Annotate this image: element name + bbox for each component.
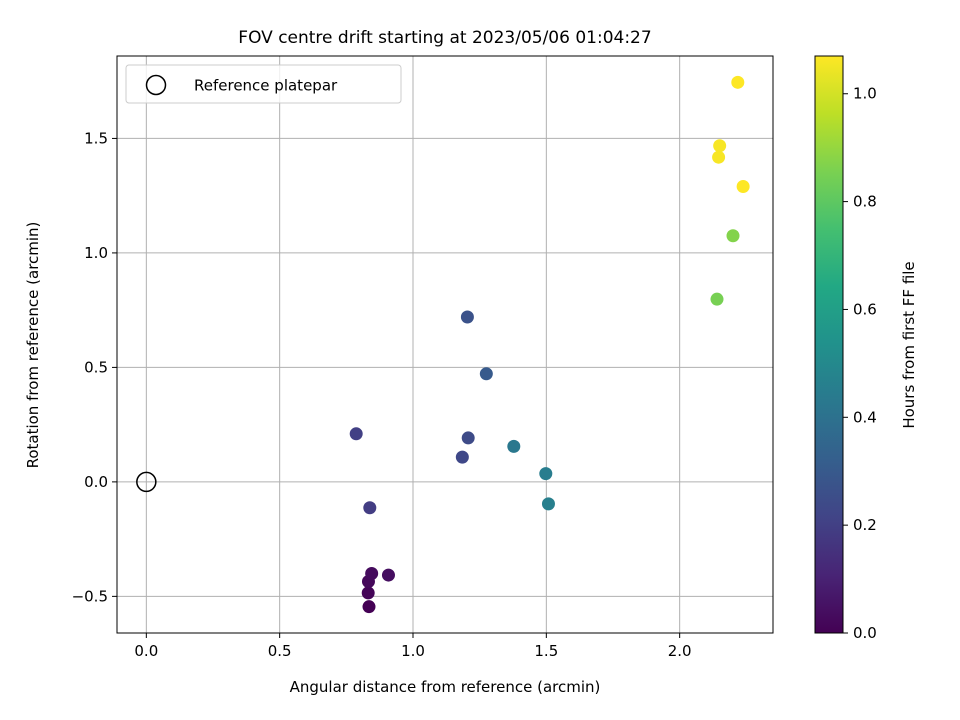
x-tick-label: 1.0 [401, 642, 425, 660]
colorbar-tick-label: 1.0 [853, 85, 877, 103]
data-point [461, 431, 475, 445]
data-point [539, 467, 553, 481]
data-point [365, 566, 379, 580]
colorbar-tick-label: 0.8 [853, 193, 877, 211]
legend-label-reference: Reference platepar [194, 77, 338, 95]
legend: Reference platepar [125, 64, 402, 104]
grid-lines [117, 56, 773, 633]
data-point [362, 600, 376, 614]
data-point [479, 367, 493, 381]
colorbar-tick-label: 0.4 [853, 408, 877, 426]
data-point [363, 501, 377, 515]
colorbar-label: Hours from first FF file [900, 261, 918, 428]
legend-reference-marker [145, 74, 167, 96]
x-tick-label: 2.0 [668, 642, 692, 660]
y-tick-label: 0.0 [84, 473, 108, 491]
colorbar-tick-label: 0.6 [853, 300, 877, 318]
y-tick-label: 0.5 [84, 358, 108, 376]
colorbar-tick-label: 0.2 [853, 516, 877, 534]
data-point [381, 568, 395, 582]
colorbar-ticks: 0.0 0.2 0.4 0.6 0.8 1.0 [843, 85, 877, 642]
plot-frame [116, 55, 774, 634]
reference-platepar-marker [136, 471, 157, 493]
data-point [736, 180, 750, 194]
x-tick-label: 1.5 [534, 642, 558, 660]
data-point [726, 229, 740, 243]
data-point [507, 439, 521, 453]
chart-title: FOV centre drift starting at 2023/05/06 … [238, 28, 651, 48]
colorbar [814, 55, 844, 634]
x-axis-label: Angular distance from reference (arcmin) [290, 678, 601, 696]
x-tick-label: 0.0 [134, 642, 158, 660]
x-axis-ticks: 0.0 0.5 1.0 1.5 2.0 [134, 633, 692, 660]
y-axis-ticks: −0.5 0.0 0.5 1.0 1.5 [72, 129, 117, 605]
data-point [712, 150, 726, 164]
data-point [361, 586, 375, 600]
data-point [541, 497, 555, 511]
data-point [460, 310, 474, 324]
colorbar-tick-label: 0.0 [853, 624, 877, 642]
data-points [136, 75, 750, 614]
y-axis-label: Rotation from reference (arcmin) [24, 222, 42, 469]
data-point [710, 292, 724, 306]
data-point [713, 139, 727, 153]
data-point [455, 450, 469, 464]
y-tick-label: −0.5 [72, 587, 108, 605]
legend-box [125, 64, 402, 104]
y-tick-label: 1.0 [84, 244, 108, 262]
data-point [349, 427, 363, 441]
data-point [731, 75, 745, 89]
x-tick-label: 0.5 [268, 642, 292, 660]
y-tick-label: 1.5 [84, 129, 108, 147]
